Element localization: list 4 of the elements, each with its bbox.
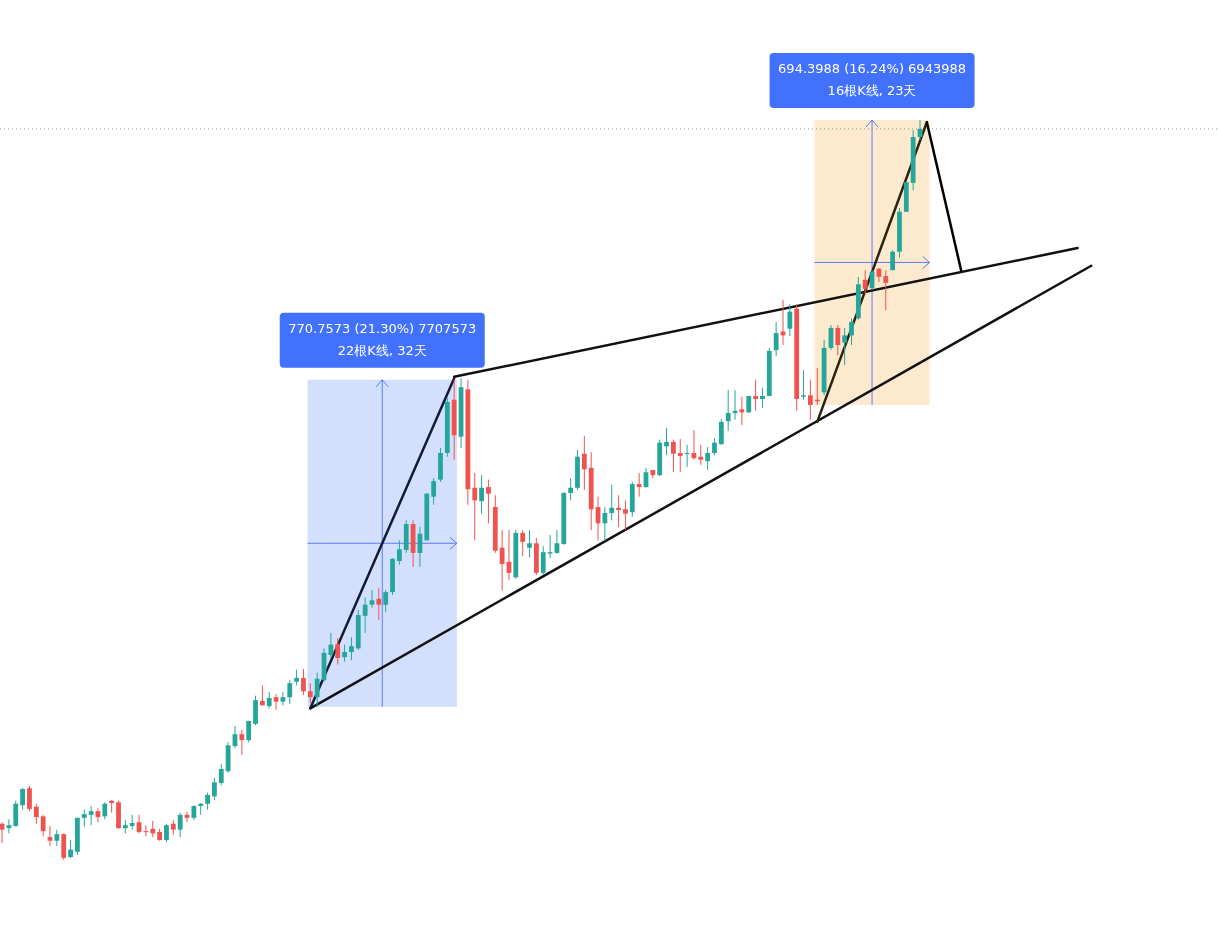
text: 694.3988 (16.24%) 6943988: [778, 61, 967, 76]
annotation: 22根K线, 32天: [337, 342, 427, 358]
text: 16根K线, 23天: [827, 83, 917, 98]
annotation: 770.7573 (21.30%) 7707573: [288, 320, 477, 336]
